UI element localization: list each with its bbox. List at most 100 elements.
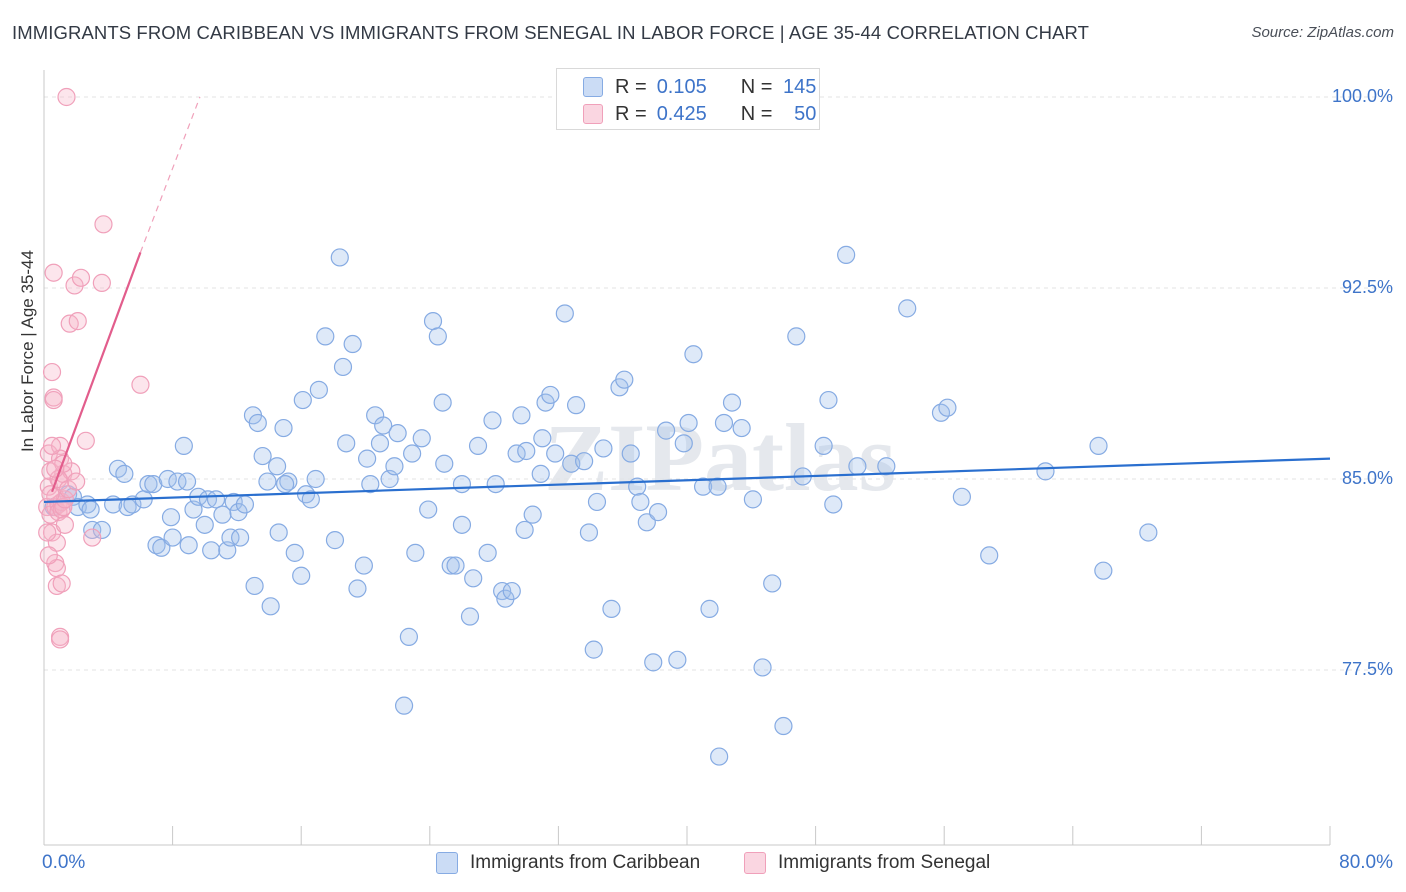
point-senegal [44, 390, 63, 410]
n-label: N = [740, 75, 773, 98]
point-caribbean [179, 536, 198, 555]
stats-row-senegal: R = 0.425 N = 50 [583, 102, 816, 126]
point-caribbean [144, 474, 163, 494]
point-caribbean [684, 345, 703, 364]
point-senegal [38, 523, 57, 542]
point-caribbean [306, 469, 325, 489]
y-axis-title: In Labor Force | Age 35-44 [18, 250, 37, 452]
point-caribbean [621, 444, 640, 463]
point-caribbean [348, 579, 367, 598]
point-caribbean [206, 490, 226, 509]
point-caribbean [1139, 523, 1158, 542]
point-caribbean [546, 444, 565, 463]
point-caribbean [433, 393, 452, 412]
point-caribbean [333, 357, 353, 377]
point-caribbean [177, 472, 197, 491]
point-caribbean [325, 531, 345, 550]
r-value: 0.105 [656, 75, 707, 98]
stats-legend: R = 0.105 N = 145 R = 0.425 N = 50 [556, 68, 820, 130]
point-caribbean [478, 543, 497, 562]
trend-line-caribbean [43, 457, 1331, 504]
point-caribbean [258, 472, 277, 491]
point-senegal [47, 576, 66, 596]
point-caribbean [700, 599, 719, 618]
series-legend: Immigrants from Caribbean Immigrants fro… [0, 852, 1406, 878]
stats-row-caribbean: R = 0.105 N = 145 [583, 75, 816, 99]
point-caribbean [464, 569, 483, 588]
point-caribbean [1094, 561, 1113, 580]
point-caribbean [824, 495, 843, 514]
point-caribbean [517, 441, 536, 461]
point-caribbean [412, 429, 431, 448]
point-caribbean [274, 418, 293, 438]
point-caribbean [92, 520, 111, 540]
point-caribbean [631, 492, 650, 512]
point-caribbean [452, 515, 472, 534]
point-caribbean [316, 327, 335, 346]
point-senegal [44, 263, 63, 282]
point-caribbean [385, 457, 404, 476]
point-caribbean [898, 299, 917, 318]
point-senegal [57, 87, 76, 107]
point-senegal [41, 485, 60, 504]
legend-swatch-pink [583, 104, 603, 124]
point-caribbean [276, 474, 295, 494]
point-senegal [50, 630, 70, 649]
point-caribbean [1036, 462, 1055, 481]
point-caribbean [523, 505, 542, 524]
point-caribbean [202, 541, 221, 560]
point-senegal [71, 268, 91, 287]
y-tick-label: 85.0% [1341, 468, 1393, 488]
point-caribbean [722, 393, 742, 412]
point-caribbean [399, 627, 419, 646]
point-caribbean [309, 380, 328, 399]
point-caribbean [115, 464, 134, 484]
point-senegal [92, 273, 111, 293]
point-caribbean [486, 474, 505, 494]
point-caribbean [710, 747, 729, 766]
point-caribbean [602, 599, 621, 618]
point-caribbean [938, 398, 957, 417]
point-caribbean [235, 495, 255, 514]
point-caribbean [644, 653, 663, 672]
point-caribbean [584, 640, 603, 659]
point-caribbean [195, 515, 214, 534]
point-caribbean [468, 436, 488, 455]
point-senegal [94, 215, 113, 234]
point-senegal [52, 574, 71, 593]
point-caribbean [403, 444, 422, 463]
point-caribbean [1089, 436, 1108, 455]
legend-item-caribbean: Immigrants from Caribbean [436, 852, 700, 874]
point-senegal [42, 436, 62, 455]
point-caribbean [496, 589, 515, 608]
point-caribbean [732, 418, 751, 438]
point-caribbean [293, 390, 312, 410]
point-caribbean [483, 411, 502, 430]
point-caribbean [388, 424, 407, 443]
point-senegal [68, 312, 87, 331]
point-caribbean [533, 429, 552, 448]
point-caribbean [139, 474, 158, 494]
point-caribbean [693, 477, 713, 496]
point-caribbean [637, 513, 656, 532]
point-senegal [65, 276, 84, 295]
point-caribbean [267, 457, 287, 476]
point-caribbean [575, 452, 594, 471]
legend-swatch-blue [583, 77, 603, 97]
axes [43, 70, 1331, 846]
point-senegal [131, 375, 150, 394]
point-caribbean [261, 597, 280, 616]
point-caribbean [674, 434, 693, 453]
point-caribbean [361, 474, 380, 494]
point-caribbean [657, 421, 676, 440]
point-senegal [67, 472, 86, 491]
point-caribbean [337, 434, 356, 453]
point-senegal [55, 490, 74, 509]
y-tick-label: 77.5% [1341, 659, 1393, 679]
series-caribbean-points [44, 245, 1158, 766]
point-caribbean [292, 566, 311, 585]
point-caribbean [123, 495, 142, 514]
legend-label: Immigrants from Caribbean [470, 852, 701, 873]
point-caribbean [679, 413, 698, 433]
